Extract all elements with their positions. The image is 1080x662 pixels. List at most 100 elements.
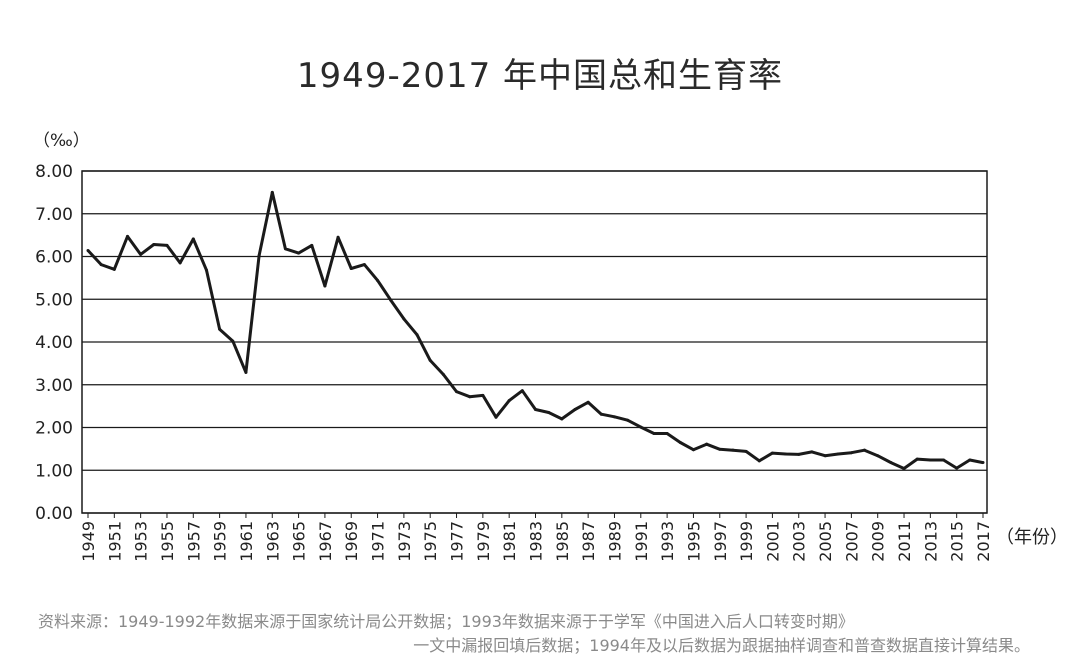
data-point: [639, 425, 643, 429]
data-point: [915, 457, 919, 461]
x-tick-label: 1985: [553, 521, 572, 562]
x-axis-ticks: 1949 1951 1953 1955 1957 1959 1961 1963 1965 1967…: [79, 513, 993, 562]
data-point: [797, 452, 801, 456]
data-point: [178, 261, 182, 265]
x-tick-label: 1967: [316, 521, 335, 562]
data-point: [125, 234, 129, 238]
data-point: [323, 284, 327, 288]
data-point: [139, 252, 143, 256]
y-tick-label: 2.00: [35, 419, 73, 439]
data-point: [928, 458, 932, 462]
x-tick-label: 1957: [184, 521, 203, 562]
x-tick-label: 2011: [895, 521, 914, 562]
data-point: [849, 451, 853, 455]
x-tick-label: 1963: [263, 521, 282, 562]
data-point: [283, 247, 287, 251]
x-tick-label: 1973: [395, 521, 414, 562]
data-point: [257, 254, 261, 258]
x-tick-label: 1999: [737, 521, 756, 562]
y-tick-label: 6.00: [35, 248, 73, 268]
y-axis-label: （‰）: [33, 131, 90, 151]
x-tick-label: 2015: [948, 521, 967, 562]
data-point: [191, 237, 195, 241]
data-point: [455, 390, 459, 394]
data-point: [691, 448, 695, 452]
x-tick-label: 2017: [974, 521, 993, 562]
data-point: [955, 466, 959, 470]
data-point: [152, 243, 156, 247]
x-tick-label: 1983: [527, 521, 546, 562]
x-tick-label: 2007: [842, 521, 861, 562]
x-tick-label: 1965: [290, 521, 309, 562]
y-tick-label: 0.00: [35, 504, 73, 524]
data-point: [468, 395, 472, 399]
data-point: [481, 393, 485, 397]
data-point: [968, 458, 972, 462]
data-point: [520, 389, 524, 393]
data-point: [652, 431, 656, 435]
data-point: [336, 235, 340, 239]
data-point: [428, 358, 432, 362]
x-tick-label: 1971: [369, 521, 388, 562]
data-point: [731, 448, 735, 452]
line-chart: 0.00 1.00 2.00 3.00 4.00 5.00 6.00 7.00 8.00 194…: [33, 131, 1068, 562]
data-point: [547, 411, 551, 415]
data-point: [757, 459, 761, 463]
data-point: [770, 451, 774, 455]
data-point: [494, 415, 498, 419]
x-tick-label: 1987: [579, 521, 598, 562]
y-tick-label: 3.00: [35, 376, 73, 396]
data-point: [349, 266, 353, 270]
x-tick-label: 1993: [658, 521, 677, 562]
x-tick-label: 1995: [684, 521, 703, 562]
plot-frame: [81, 170, 988, 514]
data-point: [836, 452, 840, 456]
data-point: [165, 243, 169, 247]
x-tick-label: 1979: [474, 521, 493, 562]
data-point: [902, 467, 906, 471]
data-point: [441, 372, 445, 376]
x-tick-label: 1955: [158, 521, 177, 562]
data-point: [402, 317, 406, 321]
data-point: [784, 452, 788, 456]
data-point: [112, 267, 116, 271]
x-tick-label: 1949: [79, 521, 98, 562]
x-tick-label: 1977: [448, 521, 467, 562]
x-tick-label: 1961: [237, 521, 256, 562]
x-tick-label: 2013: [921, 521, 940, 562]
data-point: [981, 461, 985, 465]
x-tick-label: 1975: [421, 521, 440, 562]
data-point: [218, 327, 222, 331]
data-points: [86, 190, 985, 471]
x-tick-label: 1981: [500, 521, 519, 562]
data-point: [612, 415, 616, 419]
data-point: [310, 243, 314, 247]
source-note-line-1: 资料来源：1949-1992年数据来源于国家统计局公开数据；1993年数据来源于…: [38, 612, 854, 631]
data-point: [297, 251, 301, 255]
x-tick-label: 1959: [211, 521, 230, 562]
data-point: [665, 431, 669, 435]
grid-lines: [82, 170, 987, 514]
y-tick-label: 8.00: [35, 162, 73, 182]
data-point: [810, 450, 814, 454]
x-tick-label: 2003: [790, 521, 809, 562]
data-point: [507, 399, 511, 403]
y-tick-label: 5.00: [35, 290, 73, 310]
x-tick-label: 1997: [711, 521, 730, 562]
data-point: [99, 263, 103, 267]
data-point: [415, 333, 419, 337]
data-point: [718, 447, 722, 451]
data-point: [678, 440, 682, 444]
data-point: [942, 458, 946, 462]
data-point: [823, 454, 827, 458]
y-tick-label: 7.00: [35, 205, 73, 225]
x-tick-label: 1951: [105, 521, 124, 562]
y-tick-label: 1.00: [35, 461, 73, 481]
x-tick-label: 2009: [869, 521, 888, 562]
data-point: [626, 418, 630, 422]
x-tick-label: 1969: [342, 521, 361, 562]
data-point: [231, 339, 235, 343]
y-axis-ticks: 0.00 1.00 2.00 3.00 4.00 5.00 6.00 7.00 8.00: [35, 162, 73, 524]
data-point: [244, 370, 248, 374]
data-point: [204, 268, 208, 272]
